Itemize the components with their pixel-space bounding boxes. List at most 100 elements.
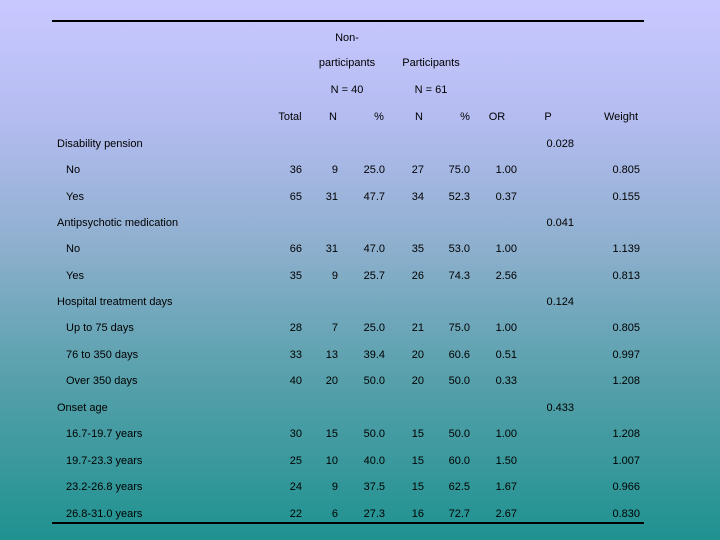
cell-total: 65 [289,190,302,203]
row-label: Up to 75 days [66,322,134,334]
participants-heading: Participants [402,57,460,69]
cell-weight: 1.208 [612,375,640,387]
non-participants-heading-line1: Non- [335,32,359,44]
cell-part-n: 15 [411,428,424,440]
row-label: No [66,243,81,255]
cell-total: 24 [289,481,302,493]
cell-weight: 0.805 [612,164,640,176]
group-p-value: 0.041 [546,217,574,229]
group-label: Antipsychotic medication [57,217,179,229]
cell-non-n: 20 [325,375,338,387]
cell-non-pct: 50.0 [363,375,385,387]
cell-part-pct: 52.3 [448,190,470,203]
cell-or: 1.00 [495,243,517,255]
cell-total: 33 [289,348,302,361]
group-label: Disability pension [57,138,143,150]
cell-non-pct: 47.0 [363,243,385,255]
cell-part-n: 35 [411,243,424,255]
cell-part-pct: 60.0 [448,454,470,467]
row-label: 19.7-23.3 years [66,454,143,467]
group-p-value: 0.028 [546,138,574,150]
non-participants-n: N = 40 [330,84,364,96]
cell-part-pct: 75.0 [448,322,470,334]
cell-part-pct: 62.5 [448,481,470,493]
cell-or: 0.37 [495,190,517,203]
cell-non-pct: 39.4 [363,348,385,361]
cell-part-pct: 60.6 [448,348,470,361]
group-p-value: 0.433 [546,402,574,414]
cell-non-n: 9 [331,481,338,493]
cell-total: 28 [289,322,302,334]
cell-or: 1.50 [495,454,517,467]
col-header-non-pct: % [374,111,384,123]
cell-non-pct: 40.0 [363,454,385,467]
cell-part-n: 21 [411,322,424,334]
cell-total: 35 [289,269,302,282]
cell-non-n: 9 [331,269,338,282]
col-header-part-n: N [415,111,423,123]
cell-weight: 0.813 [612,269,640,282]
group-label: Hospital treatment days [57,296,173,308]
cell-or: 1.00 [495,322,517,334]
cell-total: 36 [289,164,302,176]
cell-weight: 0.830 [612,507,640,520]
group-p-value: 0.124 [546,296,574,308]
cell-non-pct: 27.3 [363,507,385,520]
col-header-total: Total [278,111,302,123]
cell-part-n: 20 [411,375,424,387]
cell-part-n: 27 [411,164,424,176]
cell-total: 66 [289,243,302,255]
cell-non-n: 15 [325,428,338,440]
cell-non-pct: 25.0 [363,322,385,334]
cell-total: 30 [289,428,302,440]
cell-or: 0.33 [495,375,517,387]
cell-weight: 0.966 [612,481,640,493]
cell-weight: 1.139 [612,243,640,255]
col-header-weight: Weight [603,111,639,123]
cell-part-pct: 50.0 [448,375,470,387]
row-label: Yes [66,190,84,203]
cell-part-n: 15 [411,454,424,467]
cell-part-pct: 50.0 [448,428,470,440]
row-label: Yes [66,269,84,282]
cell-non-pct: 25.0 [363,164,385,176]
row-label: 26.8-31.0 years [66,507,143,520]
cell-part-n: 26 [411,269,424,282]
cell-or: 1.67 [495,481,517,493]
cell-non-n: 31 [325,190,338,203]
cell-total: 40 [289,375,302,387]
cell-weight: 0.805 [612,322,640,334]
cell-weight: 0.155 [612,190,640,203]
cell-non-n: 7 [331,322,338,334]
row-label: Over 350 days [66,375,138,387]
col-header-non-n: N [329,111,337,123]
group-label: Onset age [57,402,108,414]
cell-non-pct: 50.0 [363,428,385,440]
col-header-or: OR [488,111,506,123]
cell-part-n: 20 [411,348,424,361]
row-label: 23.2-26.8 years [66,481,143,493]
cell-or: 2.56 [495,269,517,282]
cell-or: 2.67 [495,507,517,520]
cell-part-pct: 75.0 [448,164,470,176]
cell-or: 1.00 [495,164,517,176]
cell-part-n: 15 [411,481,424,493]
cell-non-pct: 25.7 [363,269,385,282]
cell-part-n: 16 [411,507,424,520]
cell-weight: 0.997 [612,348,640,361]
non-participants-heading-line2: participants [318,57,376,69]
cell-total: 22 [289,507,302,520]
row-label: 76 to 350 days [66,348,139,361]
participants-n: N = 61 [414,84,448,96]
col-header-p: P [544,111,552,123]
cell-non-n: 9 [331,164,338,176]
cell-non-n: 6 [331,507,338,520]
row-label: No [66,164,81,176]
cell-or: 1.00 [495,428,517,440]
row-label: 16.7-19.7 years [66,428,143,440]
cell-part-pct: 74.3 [448,269,470,282]
table-top-rule [52,20,644,22]
cell-weight: 1.007 [612,454,640,467]
cell-non-pct: 47.7 [363,190,385,203]
cell-non-pct: 37.5 [363,481,385,493]
